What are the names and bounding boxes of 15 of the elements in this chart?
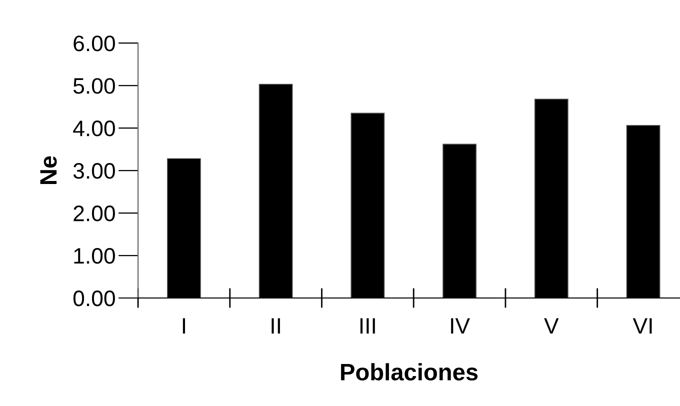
x-tick-label: II xyxy=(272,318,280,334)
x-tick-label: III xyxy=(360,318,375,334)
y-tick-label: 1.00 xyxy=(74,248,115,264)
x-tick-label: I xyxy=(182,318,186,334)
y-tick-label: 0.00 xyxy=(73,290,115,306)
y-tick-label: 3.00 xyxy=(73,163,115,179)
y-axis-title: Ne xyxy=(40,156,57,184)
y-tick-label: 4.00 xyxy=(73,120,115,136)
x-tick-label: IV xyxy=(451,318,470,334)
x-tick-label: VI xyxy=(632,318,652,334)
y-tick-label: 5.00 xyxy=(73,78,115,94)
y-tick-label: 2.00 xyxy=(74,206,115,222)
y-tick-label: 6.00 xyxy=(74,36,115,52)
x-axis-title: Poblaciones xyxy=(341,363,478,381)
x-tick-label: V xyxy=(544,318,559,334)
